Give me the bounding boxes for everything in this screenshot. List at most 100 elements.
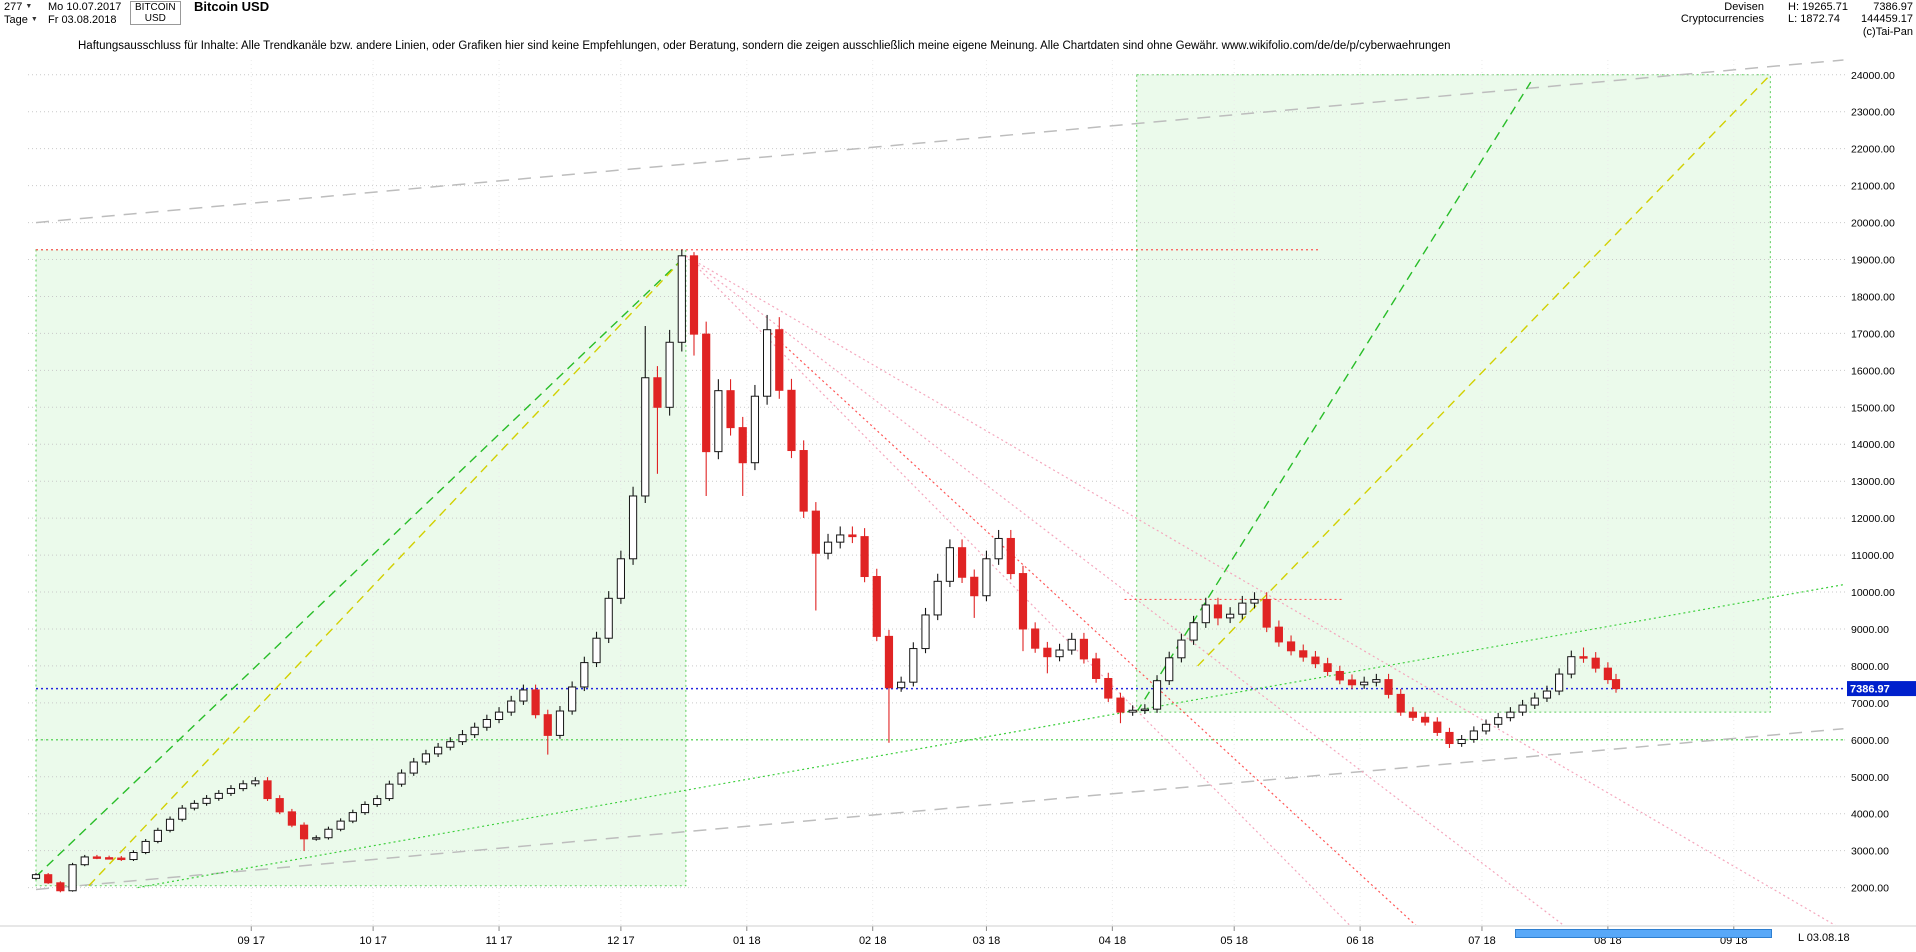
candle-body — [1396, 693, 1405, 713]
price-tick-label: 3000.00 — [1851, 846, 1889, 858]
gray-channel-upper — [35, 59, 1844, 224]
fan-from-peak-3 — [685, 255, 1836, 925]
candle-body — [251, 780, 260, 785]
candle-body — [202, 797, 211, 804]
candle-body — [531, 689, 540, 716]
price-tick-label: 9000.00 — [1851, 624, 1889, 636]
candle-body — [1043, 647, 1052, 658]
candle-body — [373, 798, 382, 805]
month-label: 10 17 — [359, 935, 387, 947]
month-label: 01 18 — [733, 935, 761, 947]
timeframe-dropdown[interactable]: Tage ▼ — [4, 14, 38, 26]
candle-body — [1226, 613, 1235, 619]
price-axis[interactable]: 2000.00 3000.00 4000.00 5000.00 6000.00 7000.… — [1851, 70, 1895, 895]
gray-channel-lower — [35, 727, 1844, 891]
candle-body — [1384, 679, 1393, 695]
candle-body — [775, 329, 784, 391]
candles — [31, 249, 1621, 893]
month-label: 04 18 — [1099, 935, 1127, 947]
month-label: 11 17 — [486, 935, 513, 947]
end-date-label: Fr 03.08.2018 — [48, 14, 117, 26]
candle-body — [434, 746, 443, 755]
last-price-tag: 7386.97 — [1847, 681, 1916, 697]
candle-body — [105, 857, 114, 860]
horizontal-scrollbar[interactable] — [1515, 929, 1772, 938]
candle-body — [324, 828, 333, 839]
candle-body — [787, 389, 796, 452]
symbol-currency: USD — [144, 13, 166, 24]
candle-body — [750, 395, 760, 464]
green-support-rising — [137, 584, 1844, 889]
candle-body — [1555, 673, 1564, 692]
candle-body — [653, 377, 662, 408]
candle-body — [1421, 716, 1430, 723]
candle-body — [848, 534, 857, 538]
candle-body — [409, 761, 418, 774]
month-label: 02 18 — [859, 935, 887, 947]
candle-body — [263, 780, 272, 800]
start-date-label: Mo 10.07.2017 — [48, 1, 122, 13]
candle-body — [31, 874, 41, 879]
price-tick-label: 18000.00 — [1851, 291, 1895, 303]
candle-body — [1311, 656, 1320, 665]
candle-body — [1238, 602, 1247, 615]
candle-body — [994, 537, 1003, 560]
low-stat: L: 1872.74 — [1788, 13, 1840, 25]
candle-body — [909, 648, 918, 683]
price-tick-label: 4000.00 — [1851, 809, 1889, 821]
fan-from-peak-2 — [685, 255, 1565, 925]
candle-body — [1591, 657, 1600, 669]
candle-body — [1274, 626, 1283, 643]
candle-body — [543, 714, 552, 736]
symbol-selector[interactable]: BITCOIN USD — [130, 1, 181, 25]
chevron-down-icon: ▼ — [30, 16, 38, 23]
price-tick-label: 10000.00 — [1851, 587, 1895, 599]
candle-body — [1189, 622, 1198, 641]
candle-body — [1067, 638, 1076, 651]
month-label: 09 17 — [238, 935, 266, 947]
candle-body — [494, 711, 504, 721]
candle-body — [1152, 680, 1162, 710]
candle-body — [1177, 639, 1186, 659]
candle-body — [1481, 723, 1491, 732]
candle-body — [129, 852, 138, 861]
candle-body — [287, 811, 296, 826]
month-label: 12 17 — [607, 935, 635, 947]
candle-body — [1506, 711, 1515, 719]
candle-body — [763, 329, 772, 397]
candle-body — [726, 390, 735, 429]
candle-body — [1469, 730, 1478, 740]
symbol-code: BITCOIN — [135, 2, 176, 13]
candle-body — [1567, 656, 1576, 675]
candle-body — [117, 857, 126, 861]
candle-body — [689, 255, 699, 335]
candle-body — [1542, 690, 1552, 699]
candle-body — [482, 719, 491, 728]
month-label: 06 18 — [1346, 935, 1374, 947]
candle-body — [1165, 657, 1174, 682]
candle-body — [1347, 679, 1357, 686]
price-tick-label: 8000.00 — [1851, 661, 1889, 673]
bar-count-dropdown[interactable]: 277 ▼ — [4, 1, 32, 13]
candle-body — [470, 726, 479, 736]
time-axis[interactable]: 09 17 10 17 11 17 12 17 01 18 02 18 03 18 04 18… — [0, 925, 1916, 947]
candle-body — [1372, 679, 1381, 683]
candle-body — [982, 558, 991, 597]
price-tick-label: 19000.00 — [1851, 255, 1895, 267]
last-price-stat: 7386.97 — [1873, 1, 1913, 13]
candle-body — [1323, 663, 1332, 672]
chevron-down-icon: ▼ — [25, 3, 33, 10]
market-group-label: Devisen — [1724, 1, 1764, 13]
candle-body — [714, 390, 723, 453]
candle-body — [628, 495, 638, 560]
price-tick-label: 21000.00 — [1851, 181, 1895, 193]
candle-body — [568, 686, 577, 712]
price-tick-label: 24000.00 — [1851, 70, 1895, 82]
candle-body — [957, 547, 967, 578]
candle-body — [836, 534, 845, 543]
timeframe-value: Tage — [4, 14, 28, 26]
month-label: 03 18 — [973, 935, 1001, 947]
uptrend-2018-yellow — [1197, 74, 1771, 667]
candle-body — [92, 856, 102, 859]
